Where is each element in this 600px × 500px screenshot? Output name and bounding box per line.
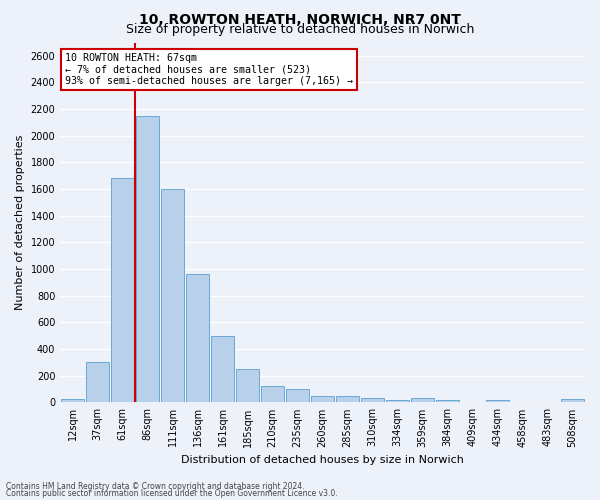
Bar (186, 274, 209, 402)
Text: 10, ROWTON HEATH, NORWICH, NR7 0NT: 10, ROWTON HEATH, NORWICH, NR7 0NT (139, 12, 461, 26)
Bar (86, 362, 109, 403)
Bar (261, 386, 284, 402)
Bar (61, 399, 84, 402)
Bar (411, 398, 434, 402)
Text: Contains public sector information licensed under the Open Government Licence v3: Contains public sector information licen… (6, 489, 338, 498)
Bar (211, 336, 234, 402)
Bar (561, 399, 584, 402)
Bar (361, 398, 384, 402)
Bar (336, 396, 359, 402)
Text: Size of property relative to detached houses in Norwich: Size of property relative to detached ho… (126, 22, 474, 36)
Bar (236, 369, 259, 402)
Bar (161, 189, 184, 402)
Bar (386, 400, 409, 402)
Bar (311, 396, 334, 402)
Bar (136, 116, 159, 403)
X-axis label: Distribution of detached houses by size in Norwich: Distribution of detached houses by size … (181, 455, 464, 465)
Bar (286, 389, 309, 402)
Y-axis label: Number of detached properties: Number of detached properties (15, 135, 25, 310)
Bar (111, 178, 134, 402)
Text: 10 ROWTON HEATH: 67sqm
← 7% of detached houses are smaller (523)
93% of semi-det: 10 ROWTON HEATH: 67sqm ← 7% of detached … (65, 54, 353, 86)
Bar (436, 400, 459, 402)
Bar (486, 400, 509, 402)
Text: Contains HM Land Registry data © Crown copyright and database right 2024.: Contains HM Land Registry data © Crown c… (6, 482, 305, 491)
